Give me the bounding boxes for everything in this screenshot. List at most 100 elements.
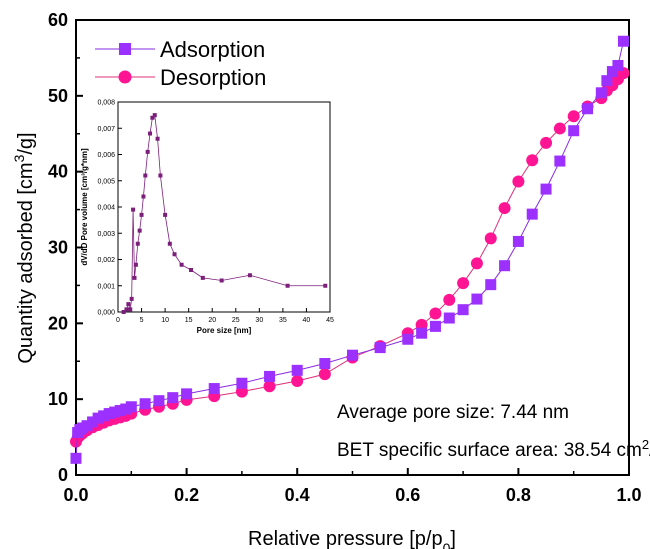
x-tick-label: 0.2 bbox=[174, 485, 199, 505]
adsorption-point bbox=[153, 395, 165, 407]
inset-y-tick-label: 0,001 bbox=[97, 283, 115, 290]
desorption-point bbox=[512, 175, 525, 188]
adsorption-point bbox=[236, 377, 248, 389]
inset-x-tick-label: 40 bbox=[303, 317, 311, 324]
inset-x-tick-label: 0 bbox=[116, 317, 120, 324]
inset-pore-point bbox=[137, 228, 142, 233]
inset-x-tick-label: 5 bbox=[140, 317, 144, 324]
y-tick-label: 60 bbox=[48, 10, 68, 30]
adsorption-point bbox=[457, 304, 469, 316]
adsorption-point bbox=[554, 155, 566, 167]
y-tick-label: 50 bbox=[48, 86, 68, 106]
series-layer bbox=[70, 35, 630, 464]
inset-pore-point bbox=[189, 268, 194, 272]
inset-pore-point bbox=[126, 302, 131, 307]
adsorption-point bbox=[402, 333, 414, 345]
inset-pore-point bbox=[172, 252, 177, 257]
inset-pore-point bbox=[128, 307, 133, 312]
desorption-point bbox=[470, 257, 483, 270]
adsorption-point bbox=[98, 410, 110, 422]
adsorption-point bbox=[319, 358, 331, 370]
desorption-point bbox=[443, 293, 456, 306]
x-tick-label: 1.0 bbox=[616, 485, 641, 505]
inset-y-tick-label: 0,005 bbox=[97, 178, 115, 185]
adsorption-point bbox=[601, 75, 613, 87]
adsorption-point bbox=[499, 260, 511, 272]
inset-pore-point bbox=[150, 115, 155, 120]
x-tick-label: 0.6 bbox=[395, 485, 420, 505]
inset-pore-point bbox=[167, 241, 172, 246]
inset-y-tick-label: 0,002 bbox=[97, 257, 115, 264]
inset-chart: 0 5 10 15 20 25 30 35 40 45 0,000 0,001 0,002 0,003 0,… bbox=[80, 100, 334, 336]
inset-y-tick-label: 0,003 bbox=[97, 231, 115, 238]
desorption-point bbox=[291, 374, 304, 387]
adsorption-point bbox=[87, 416, 99, 428]
inset-pore-point bbox=[145, 149, 150, 154]
desorption-point bbox=[540, 136, 553, 149]
y-tick-label: 30 bbox=[48, 238, 68, 258]
adsorption-point bbox=[443, 312, 455, 324]
adsorption-point bbox=[114, 405, 126, 417]
desorption-point bbox=[457, 277, 470, 290]
bet-surface-area-annotation: BET specific surface area: 38.54 cm2/g bbox=[337, 437, 650, 462]
adsorption-point bbox=[208, 383, 220, 395]
x-axis-title: Relative pressure [p/p0] bbox=[248, 528, 456, 549]
average-pore-size-annotation: Average pore size: 7.44 nm bbox=[337, 402, 569, 423]
inset-pore-point bbox=[179, 262, 184, 267]
legend-label-desorption: Desorption bbox=[160, 65, 266, 90]
inset-series bbox=[121, 113, 328, 314]
inset-pore-point bbox=[219, 278, 224, 283]
inset-pore-point bbox=[124, 307, 129, 312]
adsorption-point bbox=[617, 35, 629, 47]
inset-pore-point bbox=[158, 173, 163, 178]
x-tick-label: 0.8 bbox=[506, 485, 531, 505]
inset-pore-point bbox=[135, 241, 140, 246]
desorption-point bbox=[429, 307, 442, 320]
inset-pore-point bbox=[132, 275, 137, 280]
adsorption-point bbox=[291, 364, 303, 376]
y-tick-label: 40 bbox=[48, 162, 68, 182]
inset-axis-ticks bbox=[117, 101, 331, 313]
adsorption-point bbox=[125, 401, 137, 413]
inset-pore-point bbox=[247, 273, 252, 278]
inset-x-tick-label: 20 bbox=[208, 317, 216, 324]
inset-pore-point bbox=[155, 136, 160, 141]
adsorption-point bbox=[512, 235, 524, 247]
adsorption-point bbox=[264, 370, 276, 382]
adsorption-point bbox=[429, 320, 441, 332]
inset-x-tick-label: 25 bbox=[232, 317, 240, 324]
y-tick-label: 0 bbox=[58, 465, 68, 485]
inset-x-tick-label: 15 bbox=[185, 317, 193, 324]
adsorption-point bbox=[416, 327, 428, 339]
inset-frame bbox=[117, 101, 331, 313]
adsorption-point bbox=[103, 408, 115, 420]
adsorption-point bbox=[81, 420, 93, 432]
legend-label-adsorption: Adsorption bbox=[160, 37, 265, 62]
inset-x-tick-label: 45 bbox=[326, 317, 334, 324]
inset-x-axis-title: Pore size [nm] bbox=[197, 326, 252, 335]
inset-pore-point bbox=[139, 212, 144, 217]
inset-x-tick-label: 35 bbox=[279, 317, 287, 324]
inset-tick-labels: 0 5 10 15 20 25 30 35 40 45 0,000 0,001 0,002 0,003 0,… bbox=[97, 100, 334, 325]
inset-y-tick-label: 0,004 bbox=[97, 205, 115, 212]
y-axis-title: Quantity adsorbed [cm3/g] bbox=[11, 132, 37, 363]
legend-marker-adsorption bbox=[119, 43, 131, 55]
series-adsorption bbox=[70, 35, 629, 464]
desorption-point bbox=[498, 202, 511, 215]
inset-y-tick-label: 0,008 bbox=[97, 100, 115, 107]
inset-pore-point bbox=[163, 212, 168, 217]
desorption-point bbox=[553, 122, 566, 135]
adsorption-point bbox=[139, 398, 151, 410]
inset-pore-point bbox=[143, 173, 148, 178]
adsorption-point bbox=[568, 125, 580, 137]
inset-x-tick-label: 30 bbox=[255, 317, 263, 324]
adsorption-point bbox=[595, 87, 607, 99]
x-tick-label: 0.4 bbox=[285, 485, 310, 505]
desorption-point bbox=[318, 368, 331, 381]
adsorption-point bbox=[181, 388, 193, 400]
adsorption-point bbox=[612, 60, 624, 71]
inset-y-axis-title: dV/dD Pore volume [cm³/g*nm] bbox=[80, 148, 89, 266]
adsorption-point bbox=[109, 406, 121, 418]
